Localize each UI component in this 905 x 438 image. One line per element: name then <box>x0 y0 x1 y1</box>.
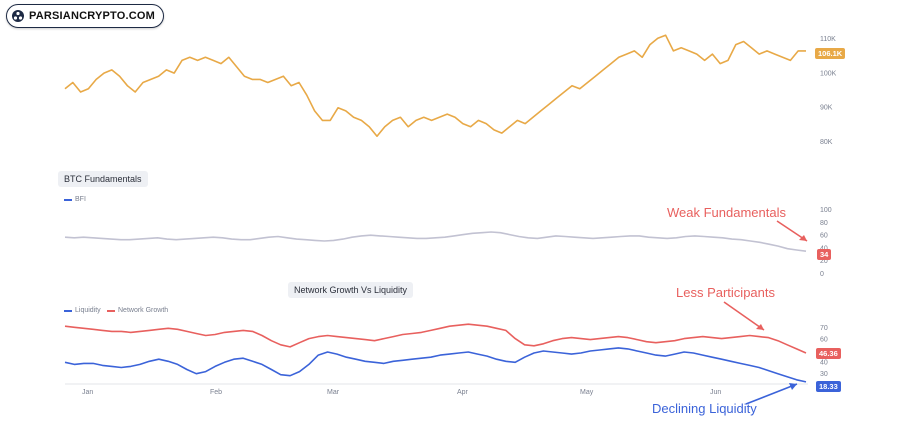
bfi-legend-swatch <box>64 198 72 201</box>
price-ytick: 80K <box>820 139 833 146</box>
bfi-legend-label: BFI <box>75 196 86 203</box>
weak-fundamentals-annotation: Weak Fundamentals <box>667 205 786 220</box>
less-participants-annotation: Less Participants <box>676 285 775 300</box>
btc-fundamentals-title: BTC Fundamentals <box>58 171 148 187</box>
logo-icon <box>12 10 24 22</box>
network-vs-liquidity-title: Network Growth Vs Liquidity <box>288 282 414 298</box>
bfi-current-badge: 34 <box>817 249 832 260</box>
bfi-legend: BFI <box>64 196 86 203</box>
network-growth-line <box>64 323 807 354</box>
weak-fundamentals-arrowhead <box>799 235 807 241</box>
network-ytick: 70 <box>820 325 828 332</box>
price-current-badge: 106.1K <box>815 48 846 59</box>
x-tick-feb: Feb <box>210 389 222 396</box>
bfi-ytick: 0 <box>820 271 824 278</box>
network-current-badge: 46.36 <box>816 348 841 359</box>
btc-price-line <box>64 34 806 137</box>
price-ytick: 100K <box>820 70 837 77</box>
declining-liquidity-arrow <box>745 383 798 405</box>
liquidity-legend-label: Liquidity <box>75 307 101 314</box>
network-ytick: 40 <box>820 360 828 367</box>
declining-liquidity-annotation: Declining Liquidity <box>652 401 757 416</box>
network-legend: Network Growth <box>107 307 168 314</box>
price-ytick: 110K <box>820 36 836 43</box>
bfi-ytick: 20 <box>820 258 828 265</box>
liquidity-current-badge: 18.33 <box>816 381 841 392</box>
bfi-ytick: 40 <box>820 245 828 252</box>
less-participants-arrow <box>723 301 765 331</box>
bfi-ytick: 100 <box>820 207 832 214</box>
network-ytick: 30 <box>820 371 828 378</box>
logo-text: PARSIANCRYPTO.COM <box>29 10 156 22</box>
liquidity-legend-swatch <box>64 309 72 312</box>
x-tick-may: May <box>580 389 594 396</box>
less-participants-arrowhead <box>756 324 764 330</box>
x-tick-jan: Jan <box>82 389 93 396</box>
liquidity-legend: Liquidity <box>64 307 101 314</box>
network-legend-swatch <box>107 309 115 312</box>
declining-liquidity-arrowhead <box>789 383 797 390</box>
x-tick-apr: Apr <box>457 389 469 396</box>
network-ytick: 60 <box>820 337 828 344</box>
network-legend-label: Network Growth <box>118 307 169 314</box>
x-tick-mar: Mar <box>327 389 340 396</box>
bfi-ytick: 60 <box>820 233 828 240</box>
bfi-line <box>64 231 807 252</box>
bfi-ytick: 80 <box>820 220 828 227</box>
liquidity-line <box>64 347 807 383</box>
price-ytick: 90K <box>820 105 833 112</box>
site-logo[interactable]: PARSIANCRYPTO.COM <box>6 4 165 28</box>
x-tick-jun: Jun <box>710 389 721 396</box>
